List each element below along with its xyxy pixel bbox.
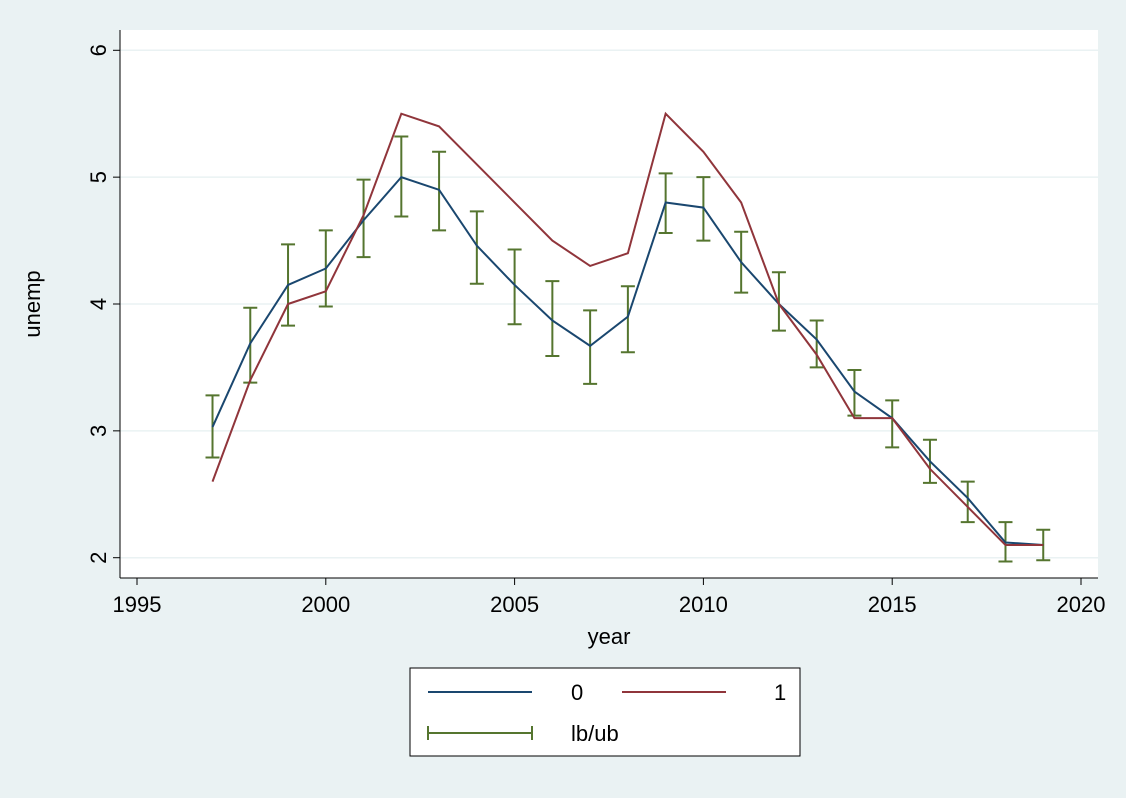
x-tick-label: 2005 [490, 592, 539, 617]
x-tick-label: 2020 [1057, 592, 1106, 617]
y-tick-label: 4 [86, 298, 111, 310]
x-axis-label: year [588, 624, 631, 649]
error-bar [847, 368, 862, 417]
x-tick-label: 2010 [679, 592, 728, 617]
line-series [211, 175, 1044, 547]
error-bar [809, 319, 824, 369]
y-tick-label: 3 [86, 425, 111, 437]
x-tick-label: 2000 [301, 592, 350, 617]
error-bar [960, 480, 975, 524]
error-bar [583, 309, 598, 385]
error-bar [356, 178, 371, 259]
legend-label: 0 [571, 680, 583, 705]
error-bar [1036, 528, 1051, 562]
legend-box [409, 667, 801, 757]
legend-label: lb/ub [571, 721, 619, 746]
line-series [211, 111, 1044, 547]
legend-key [427, 726, 533, 740]
error-bar [507, 248, 522, 326]
error-bar [620, 285, 635, 354]
x-tick-label: 1995 [113, 592, 162, 617]
y-tick-label: 6 [86, 44, 111, 56]
y-tick-label: 5 [86, 171, 111, 183]
x-tick-label: 2015 [868, 592, 917, 617]
legend-label: 1 [774, 680, 786, 705]
error-bar [545, 280, 560, 358]
error-bar [469, 210, 484, 285]
error-bar [885, 399, 900, 449]
y-tick-label: 2 [86, 552, 111, 564]
y-axis-label: unemp [20, 270, 45, 337]
